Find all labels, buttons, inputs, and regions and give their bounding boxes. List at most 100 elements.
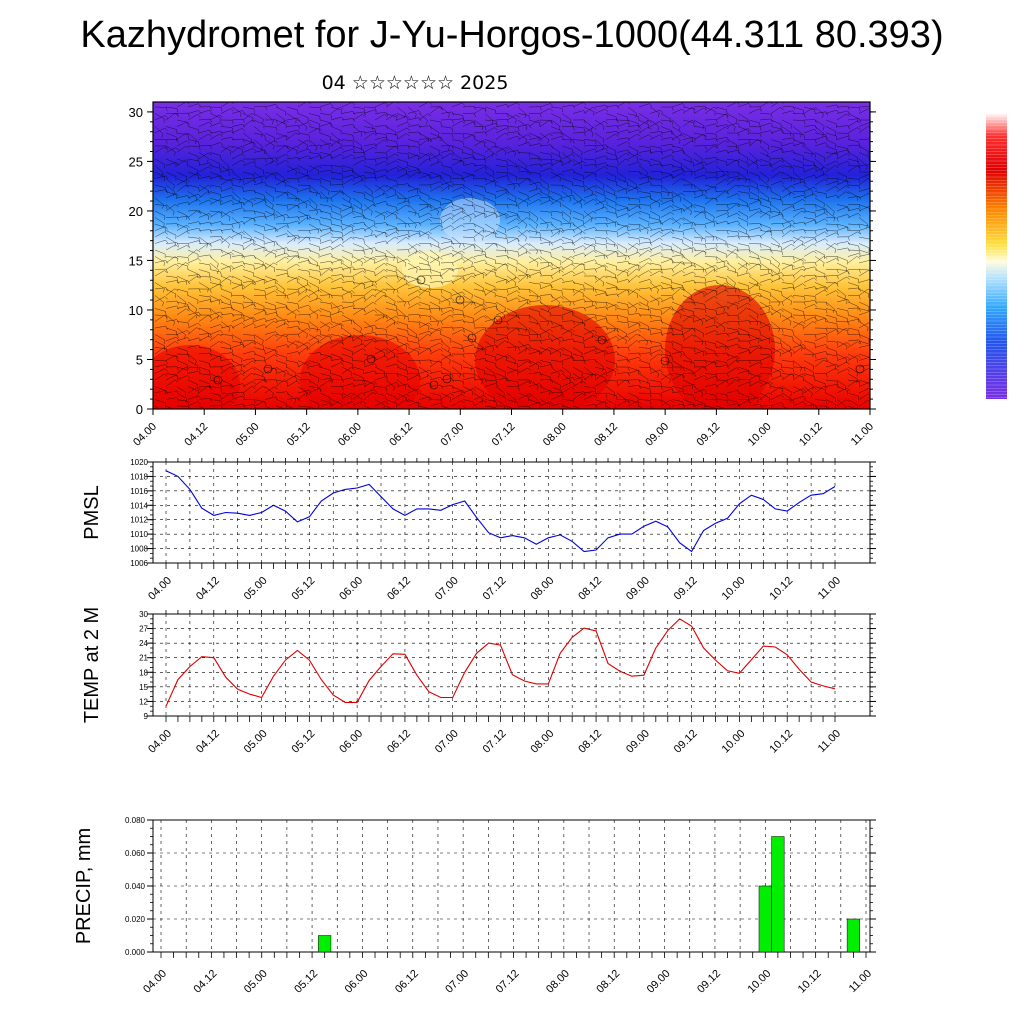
x-tick-label: 08.00 [544,968,572,996]
y-tick-label: 21 [139,654,148,663]
y-tick-label: 10 [129,303,143,318]
precip-bar [318,935,332,953]
x-tick-label: 04.00 [146,575,174,603]
x-tick-label: 07.12 [494,968,522,996]
x-tick-label: 07.00 [433,575,461,603]
x-tick-label: 04.12 [194,575,222,603]
x-tick-label: 06.12 [393,968,421,996]
series-line [165,470,836,553]
colorbar [986,112,1007,399]
x-tick-label: 05.00 [242,575,270,603]
precip-panel: 0.000 0.020 0.040 0.060 0.080 04.00 04.12 05.00… [73,816,876,996]
y-tick-label: 1010 [130,530,148,539]
colorbar-steps [986,112,1007,398]
calm-circle [263,364,273,374]
calm-circle [366,354,376,364]
x-tick-label: 07.00 [433,728,461,756]
x-tick-label: 07.00 [443,968,471,996]
y-tick-label: 1016 [130,487,148,496]
y-axis-label: PMSL [81,485,103,539]
x-tick-label: 04.12 [192,968,220,996]
x-tick-label: 06.00 [343,968,371,996]
x-tick-label: 08.00 [541,421,569,449]
x-tick-label: 09.00 [624,575,652,603]
y-tick-label: 24 [139,639,148,648]
panel-frame [152,461,871,564]
x-tick-label: 04.00 [131,421,159,449]
x-tick-label: 05.00 [234,421,262,449]
y-tick-label: 0 [136,402,143,417]
y-tick-label: 25 [129,154,143,169]
y-tick-label: 18 [139,668,148,677]
x-tick-label: 10.00 [720,575,748,603]
wind-barbs [154,102,870,409]
x-tick-label: 06.00 [337,575,365,603]
field-panel: 0 5 10 15 20 25 30 04.00 04.12 05.00 05.12 06.00 06.… [129,101,876,449]
x-tick-label: 10.12 [796,968,824,996]
calm-circle [597,335,607,345]
y-tick-label: 1012 [130,516,148,525]
precip-bar [758,885,772,953]
x-tick-label: 11.00 [849,421,876,448]
x-tick-label: 09.00 [645,968,673,996]
x-tick-label: 06.12 [385,575,413,603]
x-tick-label: 09.12 [695,968,723,996]
x-tick-label: 09.12 [672,575,700,603]
page-subtitle: 04 ☆☆☆☆☆☆ 2025 [321,72,509,94]
y-tick-label: 1014 [130,501,148,510]
x-tick-label: 06.00 [336,421,364,449]
x-tick-label: 09.12 [695,421,723,449]
x-tick-label: 07.00 [438,421,466,449]
y-tick-label: 1006 [130,559,148,568]
temp-panel: 9 12 15 18 21 24 27 30 04.00 04.12 05.00 05.12 06.00… [81,607,876,756]
y-tick-label: 1020 [130,458,148,467]
x-tick-label: 10.12 [797,421,825,449]
x-tick-label: 06.12 [387,421,415,449]
x-tick-label: 09.00 [624,728,652,756]
x-tick-label: 08.12 [576,728,604,756]
y-tick-label: 12 [139,697,148,706]
x-tick-label: 10.00 [746,421,774,449]
x-tick-label: 08.12 [576,575,604,603]
x-tick-label: 11.00 [816,728,843,755]
x-tick-label: 07.12 [481,575,509,603]
y-tick-label: 15 [139,683,148,692]
x-tick-label: 04.00 [141,968,169,996]
precip-bar [846,918,860,953]
page-title: Kazhydromet for J-Yu-Horgos-1000(44.311 … [80,14,944,56]
y-tick-label: 9 [144,712,149,721]
x-tick-label: 05.12 [290,728,318,756]
calm-circle [213,375,223,385]
x-tick-label: 05.00 [242,728,270,756]
y-tick-label: 5 [136,352,143,367]
x-tick-label: 09.00 [643,421,671,449]
calm-circle [660,356,670,366]
y-tick-label: 0.060 [125,849,146,858]
x-tick-label: 08.12 [592,421,620,449]
y-tick-label: 0.020 [125,915,146,924]
y-tick-label: 0.080 [125,816,146,825]
x-tick-label: 04.12 [194,728,222,756]
x-tick-label: 07.12 [481,728,509,756]
pmsl-panel: 1006 1008 1010 1012 1014 1016 1018 1020 04.00 04.… [81,458,876,603]
x-tick-label: 08.00 [528,728,556,756]
calm-circle [416,275,426,285]
y-tick-label: 30 [129,105,143,120]
x-tick-label: 11.00 [816,575,843,602]
calm-circle [429,380,439,390]
x-tick-label: 07.12 [490,421,518,449]
x-tick-label: 05.00 [242,968,270,996]
wind-barb-lines [154,102,870,409]
x-tick-label: 11.00 [847,968,874,995]
x-tick-label: 10.12 [767,575,795,603]
x-tick-label: 04.00 [146,728,174,756]
y-tick-label: 15 [129,253,143,268]
x-tick-label: 10.12 [767,728,795,756]
calm-circle [493,315,503,325]
x-tick-label: 10.00 [745,968,773,996]
y-tick-label: 0.000 [125,948,146,957]
y-tick-label: 1018 [130,472,148,481]
x-tick-label: 05.12 [285,421,313,449]
calm-circle [455,295,465,305]
